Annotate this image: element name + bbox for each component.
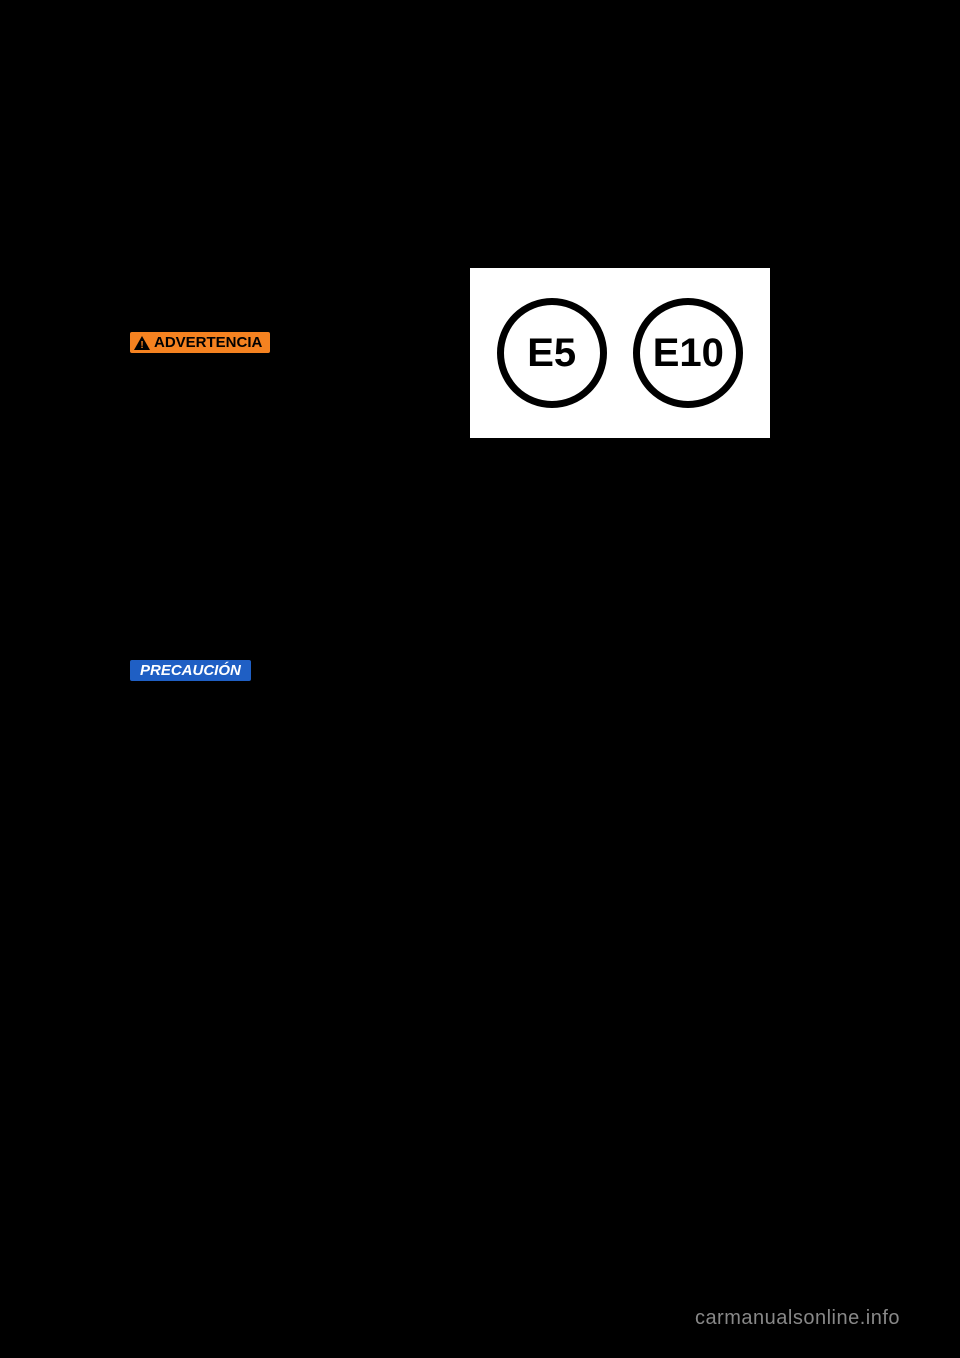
- bullet-e5-text: • E5 se refiere a la gasolina sin plomo …: [148, 1010, 480, 1053]
- caution-body-2: Si se produce la detonación o explosión …: [130, 848, 480, 917]
- bullet-e10-span: E10 se refiere a la gasolina sin plomo c…: [142, 1092, 480, 1131]
- bullet-e5-span: E5 se refiere a la gasolina sin plomo co…: [143, 1012, 480, 1051]
- warning-triangle-icon: !: [134, 336, 150, 350]
- bullet-intro: Marca de combustible para identificar el…: [130, 948, 480, 995]
- warning-text-2: No llene el depósito de combustible en e…: [130, 520, 480, 585]
- caution-text-1: Utilice únicamente gasolina fresca. El u…: [130, 688, 480, 796]
- warning-text-1: La gasolina y sus vapores son altamente …: [130, 358, 480, 466]
- caution-block: PRECAUCIÓN: [130, 660, 480, 681]
- fuel-label-graphic: E5 E10: [470, 268, 770, 438]
- watermark-text: carmanualsonline.info: [695, 1307, 900, 1330]
- svg-text:!: !: [140, 340, 143, 350]
- warning-body-1: La gasolina y sus vapores son altamente …: [130, 358, 480, 470]
- warning-body-2: No llene el depósito de combustible en e…: [130, 520, 480, 589]
- caution-body-1: Utilice únicamente gasolina fresca. El u…: [130, 688, 480, 800]
- caution-text-2: Si se produce la detonación o explosión …: [130, 848, 480, 913]
- intro-paragraph: inadecuado, con la etiqueta inadecuada o…: [130, 270, 480, 317]
- bullet-e10: • E10 se refiere a la gasolina sin plomo…: [130, 1090, 480, 1137]
- fuel-circle-e10: E10: [633, 298, 743, 408]
- warning-block: ! ADVERTENCIA: [130, 332, 480, 353]
- warning-badge: ! ADVERTENCIA: [130, 332, 270, 353]
- warning-label-text: ADVERTENCIA: [154, 334, 262, 351]
- bullet-intro-text: Marca de combustible para identificar el…: [130, 948, 480, 991]
- fuel-circle-e5: E5: [497, 298, 607, 408]
- chapter-title: Requisitos de combustible: [130, 88, 830, 114]
- page-root: Requisitos de combustible inadecuado, co…: [0, 0, 960, 1358]
- bullet-e10-text: • E10 se refiere a la gasolina sin plomo…: [148, 1090, 480, 1133]
- intro-text: inadecuado, con la etiqueta inadecuada o…: [130, 270, 480, 313]
- bullet-e5: • E5 se refiere a la gasolina sin plomo …: [130, 1010, 480, 1057]
- caution-badge: PRECAUCIÓN: [130, 660, 251, 681]
